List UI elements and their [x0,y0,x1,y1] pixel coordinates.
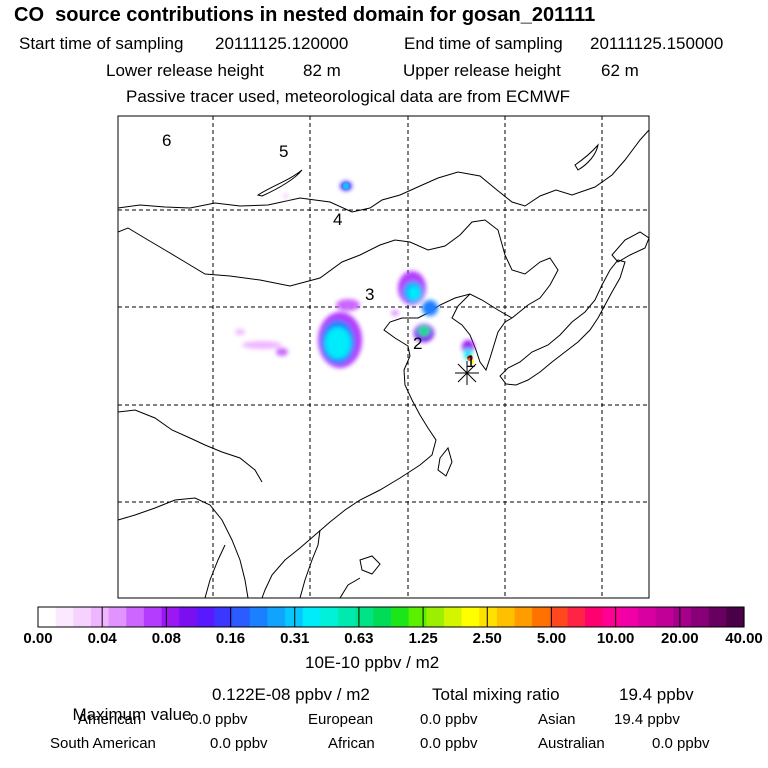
colorbar-cell [426,607,445,627]
colorbar-cell [638,607,657,627]
colorbar-cell [302,607,321,627]
start-time-label: Start time of sampling [19,34,184,53]
colorbar-cell [108,607,127,627]
colorbar-cell [161,607,180,627]
colorbar-cell [408,607,427,627]
colorbar-tick-label: 2.50 [472,630,502,647]
colorbar-cell [602,607,622,627]
colorbar-cells [38,607,745,627]
region-value-asian: 19.4 ppbv [614,711,680,728]
colorbar-cell [567,607,586,627]
colorbar-tick-label: 0.08 [151,630,181,647]
colorbar-cell [196,607,216,627]
upper-height-label: Upper release height [403,61,561,80]
colorbar-tick-label: 1.25 [408,630,438,647]
upper-height-value: 62 m [601,61,639,80]
region-name-australian: Australian [538,735,605,752]
concentration-plume [235,181,474,368]
colorbar-cell [726,607,745,627]
colorbar-tick-label: 20.00 [661,630,699,647]
start-time-value: 20111125.120000 [215,34,349,53]
colorbar-cell [232,607,251,627]
region-value-african: 0.0 ppbv [420,735,478,752]
colorbar-cell [532,607,551,627]
colorbar-cell [549,607,569,627]
map-frame [117,115,650,599]
region-label-3: 3 [365,285,374,304]
max-value: 0.122E-08 ppbv / m2 [212,685,370,704]
max-value-line: Maximum value [63,685,192,725]
colorbar-tick-label: 5.00 [536,630,567,647]
colorbar-cell [355,607,374,627]
lower-height-label: Lower release height [106,61,264,80]
colorbar-cell [373,607,392,627]
coastlines [118,129,649,598]
lower-height-value: 82 m [303,61,341,80]
colorbar-cell [90,607,110,627]
colorbar-cell [620,607,639,627]
colorbar-cell [691,607,710,627]
region-name-american: American [78,711,142,728]
colorbar-tick-label: 0.04 [87,630,117,647]
colorbar-cell [126,607,145,627]
colorbar-tick-label: 0.00 [23,630,53,647]
region-name-european: European [308,711,374,728]
colorbar-tick-label: 40.00 [725,630,763,647]
colorbar-cell [267,607,286,627]
colorbar-tick-label: 0.63 [344,630,374,647]
colorbar-cell [391,607,410,627]
region-name-asian: Asian [538,711,576,728]
colorbar-units: 10E-10 ppbv / m2 [305,653,440,672]
colorbar-tick-label: 10.00 [596,630,635,647]
map-title: CO source contributions in nested domain… [14,4,596,26]
region-label-5: 5 [279,142,288,161]
region-name-african: African [328,735,375,752]
colorbar-tick-label: 0.16 [215,630,246,647]
colorbar-cell [461,607,480,627]
max-value-label: Maximum value [72,705,192,724]
colorbar-cell [73,607,92,627]
region-name-south-american: South American [50,735,156,752]
region-label-4: 4 [333,210,342,229]
colorbar-cell [55,607,74,627]
colorbar-cell [338,607,357,627]
region-value-european: 0.0 ppbv [420,711,478,728]
colorbar-cell [143,607,163,627]
colorbar-cell [285,607,304,627]
total-mixing-label: Total mixing ratio [432,685,560,704]
end-time-value: 20111125.150000 [590,34,724,53]
colorbar-cell [179,607,198,627]
region-label-2: 2 [413,334,422,353]
region-value-american: 0.0 ppbv [190,711,248,728]
colorbar-cell [320,607,339,627]
receptor-star-icon [455,361,479,385]
tracer-note: Passive tracer used, meteorological data… [126,87,571,106]
colorbar-cell [38,607,57,627]
colorbar-cell [496,607,516,627]
colorbar-cell [443,607,463,627]
colorbar-cell [655,607,674,627]
colorbar-cell [249,607,269,627]
region-value-south-american: 0.0 ppbv [210,735,268,752]
colorbar-cell [673,607,692,627]
colorbar-cell [479,607,498,627]
total-mixing-value: 19.4 ppbv [619,685,694,704]
region-label-6: 6 [162,131,171,150]
colorbar-cell [708,607,727,627]
colorbar-cell [514,607,533,627]
region-value-australian: 0.0 ppbv [652,735,710,752]
colorbar-cell [585,607,604,627]
end-time-label: End time of sampling [404,34,563,53]
region-label-1: 1 [466,352,475,371]
colorbar-cell [214,607,233,627]
colorbar-tick-label: 0.31 [280,630,310,647]
